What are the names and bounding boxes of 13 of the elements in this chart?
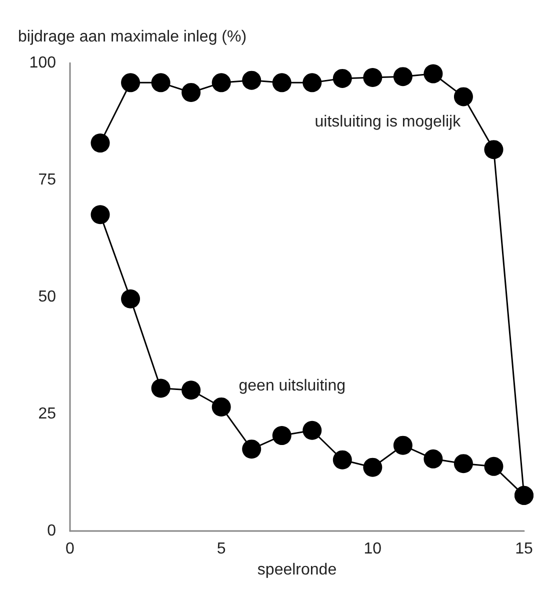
y-tick-label: 25 <box>38 406 56 422</box>
x-tick-label: 15 <box>515 540 533 558</box>
x-tick-label: 0 <box>66 540 75 558</box>
y-tick-label: 75 <box>38 172 56 188</box>
x-tick-label: 10 <box>364 540 382 558</box>
series-label: uitsluiting is mogelijk <box>314 114 462 131</box>
y-tick-label: 100 <box>29 54 56 72</box>
y-tick-label: 50 <box>38 288 56 306</box>
y-tick-label: 0 <box>47 522 56 540</box>
x-axis-title: speelronde <box>257 561 337 578</box>
series-label: geen uitsluiting <box>238 377 346 394</box>
x-tick-label: 5 <box>216 540 226 558</box>
y-axis-title: bijdrage aan maximale inleg (%) <box>18 28 247 46</box>
